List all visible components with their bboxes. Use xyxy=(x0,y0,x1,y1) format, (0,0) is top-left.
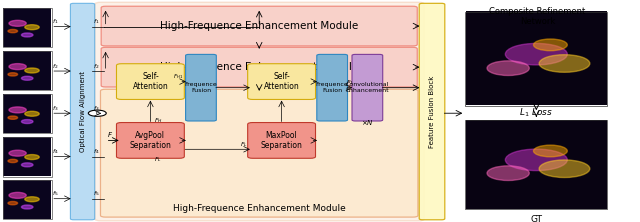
Text: Self-
Attention: Self- Attention xyxy=(264,72,300,91)
FancyBboxPatch shape xyxy=(100,89,418,217)
Text: High-Frequence Enhancement Module: High-Frequence Enhancement Module xyxy=(160,62,358,72)
Text: $F_1$: $F_1$ xyxy=(346,78,353,87)
Text: $F_{H1}$: $F_{H1}$ xyxy=(173,72,183,81)
FancyBboxPatch shape xyxy=(95,2,424,221)
Circle shape xyxy=(534,39,567,51)
Text: High-Frequence Enhancement Module: High-Frequence Enhancement Module xyxy=(173,204,346,213)
FancyBboxPatch shape xyxy=(70,3,95,220)
Text: $I_1$: $I_1$ xyxy=(0,22,1,32)
Circle shape xyxy=(8,159,18,163)
Circle shape xyxy=(25,68,39,73)
FancyBboxPatch shape xyxy=(248,64,316,99)
FancyBboxPatch shape xyxy=(101,6,417,46)
Text: $I_2$: $I_2$ xyxy=(0,65,1,75)
FancyBboxPatch shape xyxy=(116,123,184,158)
FancyBboxPatch shape xyxy=(248,123,316,158)
Text: c: c xyxy=(95,110,99,116)
FancyBboxPatch shape xyxy=(116,64,184,99)
Circle shape xyxy=(506,149,567,170)
Circle shape xyxy=(8,202,18,205)
FancyBboxPatch shape xyxy=(317,54,348,121)
Circle shape xyxy=(9,64,26,70)
Circle shape xyxy=(9,107,26,113)
Circle shape xyxy=(25,111,39,116)
Circle shape xyxy=(25,25,39,30)
Circle shape xyxy=(25,155,39,160)
Text: Feature Fusion Block: Feature Fusion Block xyxy=(429,75,435,148)
Text: $F_H$: $F_H$ xyxy=(154,116,163,125)
Text: $f_5$: $f_5$ xyxy=(52,189,59,198)
Circle shape xyxy=(8,116,18,119)
Text: $f_1$: $f_1$ xyxy=(52,17,59,26)
Circle shape xyxy=(487,166,529,180)
FancyBboxPatch shape xyxy=(352,54,383,121)
Text: Convolutional
Enhancement: Convolutional Enhancement xyxy=(346,82,389,93)
Circle shape xyxy=(21,76,33,80)
FancyBboxPatch shape xyxy=(419,3,445,220)
Text: $F_L$: $F_L$ xyxy=(240,140,248,149)
Text: Self-
Attention: Self- Attention xyxy=(132,72,168,91)
Text: GT: GT xyxy=(531,215,542,222)
Circle shape xyxy=(539,160,590,178)
Circle shape xyxy=(21,205,33,209)
Circle shape xyxy=(9,192,26,198)
Circle shape xyxy=(21,33,33,37)
Circle shape xyxy=(9,20,26,26)
FancyBboxPatch shape xyxy=(101,47,417,87)
FancyBboxPatch shape xyxy=(186,54,216,121)
Circle shape xyxy=(9,150,26,156)
Circle shape xyxy=(8,30,18,33)
Text: Optical Flow Alignment: Optical Flow Alignment xyxy=(79,71,86,152)
Text: $f_3$: $f_3$ xyxy=(52,104,59,113)
Circle shape xyxy=(487,61,529,75)
Text: $F_L$: $F_L$ xyxy=(154,155,161,164)
Text: $f_2$: $f_2$ xyxy=(52,62,59,71)
Text: $I$: $I$ xyxy=(0,195,1,204)
Text: $f_4$: $f_4$ xyxy=(93,147,100,156)
Text: $L_1$ $Loss$: $L_1$ $Loss$ xyxy=(519,106,554,119)
Circle shape xyxy=(534,145,567,157)
Circle shape xyxy=(21,119,33,123)
Circle shape xyxy=(8,73,18,76)
Text: $f_1$: $f_1$ xyxy=(93,17,100,26)
Text: $I_4$: $I_4$ xyxy=(0,152,1,162)
Circle shape xyxy=(21,163,33,167)
Text: $f_3$: $f_3$ xyxy=(93,104,100,113)
Text: AvgPool
Separation: AvgPool Separation xyxy=(129,131,172,150)
Text: Frequence
Fusion: Frequence Fusion xyxy=(184,82,218,93)
Circle shape xyxy=(25,197,39,202)
Circle shape xyxy=(539,55,590,72)
Text: $f_4$: $f_4$ xyxy=(52,147,59,156)
Text: $f_2$: $f_2$ xyxy=(93,62,100,71)
Text: Frequence
Fusion: Frequence Fusion xyxy=(316,82,349,93)
Text: $f_5$: $f_5$ xyxy=(93,189,100,198)
Circle shape xyxy=(88,110,106,116)
Text: High-Frequence Enhancement Module: High-Frequence Enhancement Module xyxy=(160,21,358,31)
Text: $F$: $F$ xyxy=(107,130,113,139)
Text: $I_3$: $I_3$ xyxy=(0,109,1,119)
Circle shape xyxy=(506,44,567,65)
Text: Composite Refinement
Network: Composite Refinement Network xyxy=(490,7,586,26)
Text: $\times N$: $\times N$ xyxy=(361,118,374,127)
Text: MaxPool
Separation: MaxPool Separation xyxy=(260,131,303,150)
